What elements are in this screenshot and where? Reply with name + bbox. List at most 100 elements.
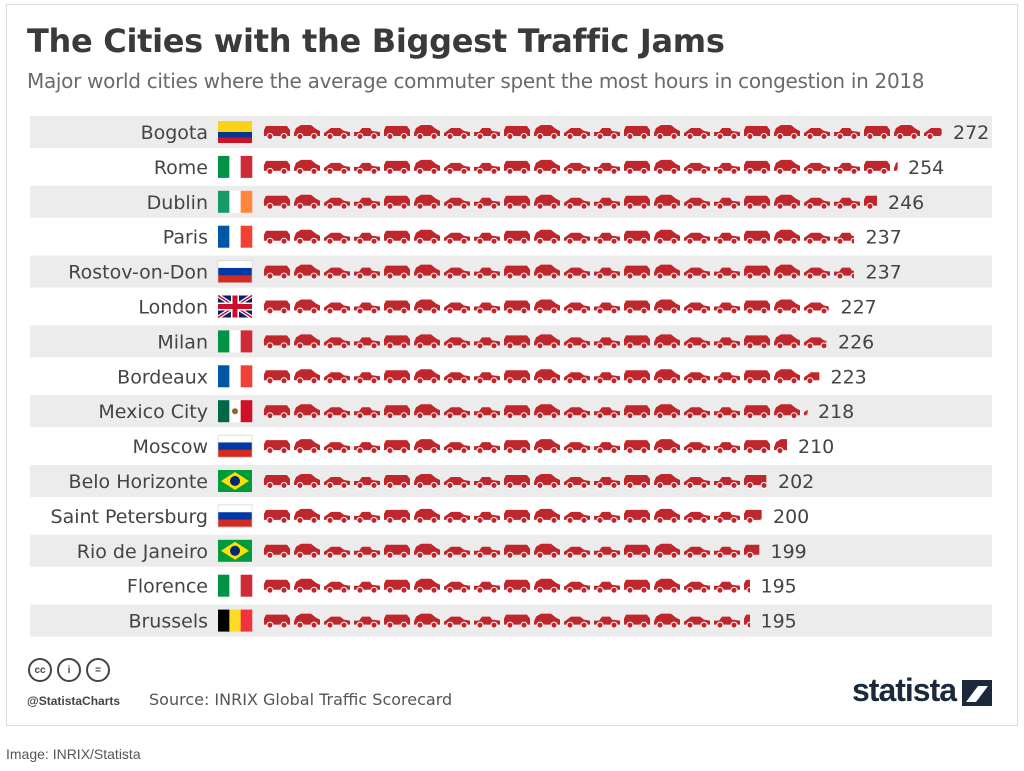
car-icon — [354, 511, 380, 524]
car-icon — [714, 477, 740, 489]
car-icon — [444, 337, 470, 350]
category-label: Mexico City — [98, 401, 208, 423]
chart-row: Paris 237 — [163, 225, 902, 249]
car-icon — [564, 128, 590, 140]
car-icon — [564, 267, 590, 280]
car-icon — [684, 197, 710, 210]
car-icon — [594, 442, 620, 455]
value-label: 195 — [761, 611, 797, 633]
car-icon — [444, 232, 470, 245]
flag-ireland — [218, 190, 253, 213]
car-icon — [624, 614, 650, 629]
car-icon — [534, 369, 560, 385]
car-icon — [684, 477, 710, 489]
car-icon — [654, 264, 680, 280]
car-icon — [714, 511, 740, 524]
car-icon — [624, 160, 650, 175]
category-label: Moscow — [132, 436, 208, 458]
car-icon — [684, 581, 710, 594]
car-icon — [504, 265, 530, 280]
car-icon — [384, 160, 410, 175]
car-icon — [294, 159, 320, 175]
car-icon — [804, 267, 830, 280]
car-icon — [594, 581, 620, 594]
car-bar — [264, 369, 820, 385]
car-icon — [684, 337, 710, 350]
car-icon — [714, 267, 740, 280]
chart-row: Belo Horizonte 202 — [30, 465, 992, 497]
car-icon — [654, 334, 680, 350]
car-icon — [414, 159, 440, 175]
car-bar — [264, 508, 762, 524]
car-icon — [384, 614, 410, 629]
car-icon — [744, 265, 770, 280]
cc-icon: cc — [28, 658, 52, 682]
car-icon — [414, 613, 440, 629]
car-icon — [744, 405, 770, 420]
car-icon — [684, 546, 710, 559]
car-icon — [624, 300, 650, 315]
category-label: Dublin — [147, 192, 208, 214]
car-icon — [324, 616, 350, 629]
car-icon — [414, 404, 440, 420]
value-label: 246 — [888, 192, 924, 214]
car-icon — [414, 508, 440, 524]
car-icon — [564, 511, 590, 524]
car-icon — [444, 372, 470, 385]
car-icon — [534, 508, 560, 524]
value-label: 237 — [866, 227, 902, 249]
car-icon — [324, 197, 350, 210]
car-icon — [834, 232, 854, 245]
car-bar — [264, 299, 829, 315]
car-icon — [294, 229, 320, 245]
car-icon — [264, 614, 290, 629]
car-icon — [804, 128, 830, 140]
car-icon — [294, 439, 320, 455]
chart-row: Florence 195 — [127, 574, 797, 598]
category-label: Rome — [154, 157, 208, 179]
car-icon — [684, 511, 710, 524]
car-icon — [564, 162, 590, 175]
value-label: 202 — [778, 471, 814, 493]
chart-row: Rome 254 — [154, 155, 944, 179]
by-icon: i — [57, 658, 81, 682]
car-icon — [774, 264, 800, 280]
car-icon — [744, 544, 760, 559]
car-icon — [714, 337, 740, 350]
car-icon — [324, 232, 350, 245]
car-icon — [594, 337, 620, 350]
car-icon — [414, 369, 440, 385]
value-label: 254 — [908, 157, 944, 179]
car-icon — [654, 404, 680, 420]
car-icon — [534, 613, 560, 629]
car-icon — [324, 511, 350, 524]
car-icon — [324, 337, 350, 350]
category-label: London — [138, 297, 208, 319]
car-icon — [444, 302, 470, 315]
car-icon — [264, 265, 290, 280]
flag-brazil — [218, 539, 252, 562]
car-icon — [654, 508, 680, 524]
car-icon — [504, 440, 530, 455]
car-icon — [504, 544, 530, 559]
car-icon — [384, 300, 410, 315]
value-label: 210 — [798, 436, 834, 458]
car-icon — [384, 475, 410, 489]
car-icon — [384, 195, 410, 210]
chart-row: Rostov-on-Don 237 — [30, 255, 992, 288]
car-icon — [834, 162, 860, 175]
car-icon — [684, 267, 710, 280]
car-icon — [324, 162, 350, 175]
car-icon — [624, 544, 650, 559]
car-icon — [804, 232, 830, 245]
car-icon — [444, 128, 470, 140]
car-icon — [594, 267, 620, 280]
car-icon — [744, 195, 770, 210]
car-icon — [474, 477, 500, 489]
car-icon — [474, 162, 500, 175]
car-icon — [744, 370, 770, 385]
car-icon — [804, 409, 808, 419]
car-icon — [444, 197, 470, 210]
flag-france — [218, 225, 253, 248]
car-icon — [294, 543, 320, 559]
